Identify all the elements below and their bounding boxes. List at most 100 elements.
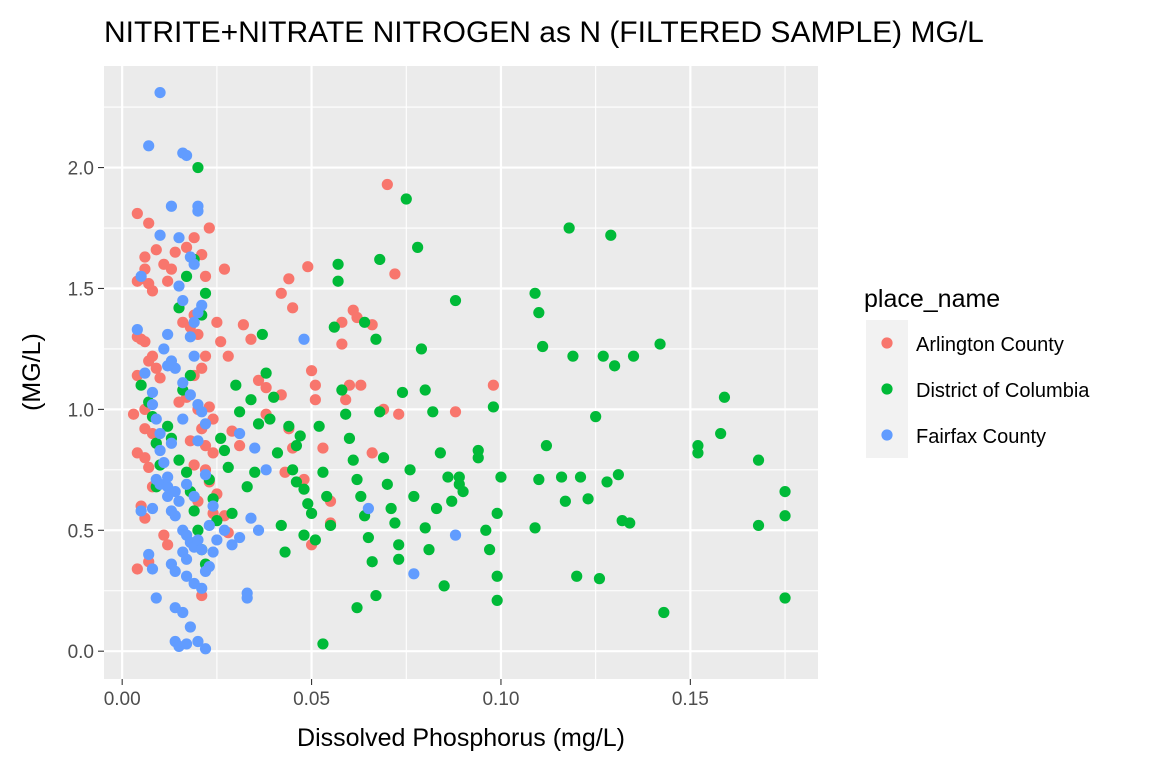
point-fairfax-county: [180, 638, 193, 650]
point-district-of-columbia: [567, 350, 579, 362]
point-fairfax-county: [199, 418, 212, 430]
point-arlington-county: [150, 362, 162, 374]
point-arlington-county: [237, 319, 249, 331]
point-arlington-county: [275, 287, 287, 299]
point-fairfax-county: [154, 427, 166, 440]
point-fairfax-county: [188, 350, 200, 362]
point-fairfax-county: [226, 539, 238, 551]
point-district-of-columbia: [559, 495, 571, 507]
point-fairfax-county: [154, 86, 166, 99]
point-district-of-columbia: [290, 476, 303, 488]
point-arlington-county: [146, 285, 159, 297]
point-arlington-county: [336, 338, 348, 350]
point-arlington-county: [146, 350, 159, 362]
point-district-of-columbia: [612, 469, 624, 481]
y-tick-label: 1.5: [68, 279, 94, 300]
point-district-of-columbia: [260, 367, 272, 379]
point-district-of-columbia: [249, 466, 261, 478]
y-tick-label: 1.0: [68, 400, 94, 421]
point-fairfax-county: [162, 471, 174, 483]
point-district-of-columbia: [215, 432, 227, 444]
point-fairfax-county: [173, 232, 185, 244]
point-fairfax-county: [249, 442, 261, 454]
point-fairfax-county: [139, 367, 151, 379]
point-fairfax-county: [218, 524, 231, 536]
point-district-of-columbia: [430, 502, 443, 515]
point-arlington-county: [188, 232, 200, 244]
point-district-of-columbia: [317, 466, 329, 478]
point-fairfax-county: [162, 328, 174, 341]
point-district-of-columbia: [533, 473, 545, 486]
point-fairfax-county: [162, 360, 174, 372]
point-fairfax-county: [146, 386, 159, 399]
point-district-of-columbia: [245, 394, 257, 406]
point-district-of-columbia: [438, 580, 450, 592]
point-district-of-columbia: [400, 193, 412, 205]
point-district-of-columbia: [624, 517, 636, 529]
point-district-of-columbia: [173, 454, 185, 466]
point-district-of-columbia: [275, 519, 287, 532]
point-fairfax-county: [192, 435, 204, 447]
point-fairfax-county: [199, 643, 212, 655]
point-district-of-columbia: [533, 307, 545, 319]
point-district-of-columbia: [601, 476, 613, 488]
point-district-of-columbia: [188, 505, 200, 517]
point-arlington-county: [309, 379, 321, 391]
chart-title: NITRITE+NITRATE NITROGEN as N (FILTERED …: [104, 16, 984, 49]
point-district-of-columbia: [396, 386, 409, 399]
point-district-of-columbia: [449, 294, 462, 307]
point-arlington-county: [203, 222, 215, 234]
point-fairfax-county: [154, 229, 166, 241]
point-arlington-county: [449, 406, 462, 418]
point-district-of-columbia: [294, 430, 306, 442]
point-district-of-columbia: [605, 229, 617, 241]
point-arlington-county: [143, 461, 155, 474]
point-district-of-columbia: [480, 524, 492, 536]
point-arlington-county: [487, 379, 499, 391]
point-district-of-columbia: [324, 519, 337, 532]
point-fairfax-county: [196, 299, 208, 311]
point-district-of-columbia: [234, 406, 246, 418]
point-fairfax-county: [131, 323, 143, 336]
point-district-of-columbia: [574, 471, 587, 483]
point-district-of-columbia: [779, 485, 791, 498]
point-district-of-columbia: [180, 466, 193, 478]
point-arlington-county: [355, 379, 367, 391]
point-arlington-county: [158, 529, 170, 541]
point-fairfax-county: [165, 200, 178, 212]
legend-swatch-arlington-county: [881, 337, 893, 349]
point-district-of-columbia: [374, 253, 386, 266]
point-district-of-columbia: [180, 270, 193, 282]
point-fairfax-county: [180, 570, 193, 582]
x-axis-ticks: 0.00 0.05 0.10 0.15: [104, 679, 709, 710]
point-arlington-county: [131, 563, 143, 575]
point-district-of-columbia: [309, 534, 321, 546]
point-district-of-columbia: [571, 570, 583, 582]
point-arlington-county: [287, 302, 299, 314]
point-fairfax-county: [234, 531, 246, 544]
point-district-of-columbia: [321, 490, 333, 503]
point-district-of-columbia: [355, 490, 367, 503]
point-arlington-county: [283, 273, 295, 285]
point-fairfax-county: [180, 553, 193, 565]
point-arlington-county: [150, 244, 162, 256]
point-district-of-columbia: [271, 447, 284, 459]
point-district-of-columbia: [298, 483, 310, 495]
y-axis-title: (MG/L): [18, 333, 46, 411]
point-fairfax-county: [207, 546, 219, 558]
point-district-of-columbia: [627, 350, 640, 362]
plot-panel: [104, 66, 818, 679]
point-district-of-columbia: [529, 287, 541, 299]
point-fairfax-county: [169, 510, 181, 522]
point-district-of-columbia: [377, 452, 390, 464]
point-fairfax-county: [173, 495, 185, 507]
point-district-of-columbia: [374, 406, 386, 418]
point-arlington-county: [162, 275, 174, 287]
point-arlington-county: [215, 336, 227, 348]
point-district-of-columbia: [495, 471, 507, 483]
point-district-of-columbia: [453, 478, 465, 490]
point-district-of-columbia: [340, 408, 352, 420]
point-district-of-columbia: [351, 602, 363, 614]
point-fairfax-county: [184, 331, 196, 343]
